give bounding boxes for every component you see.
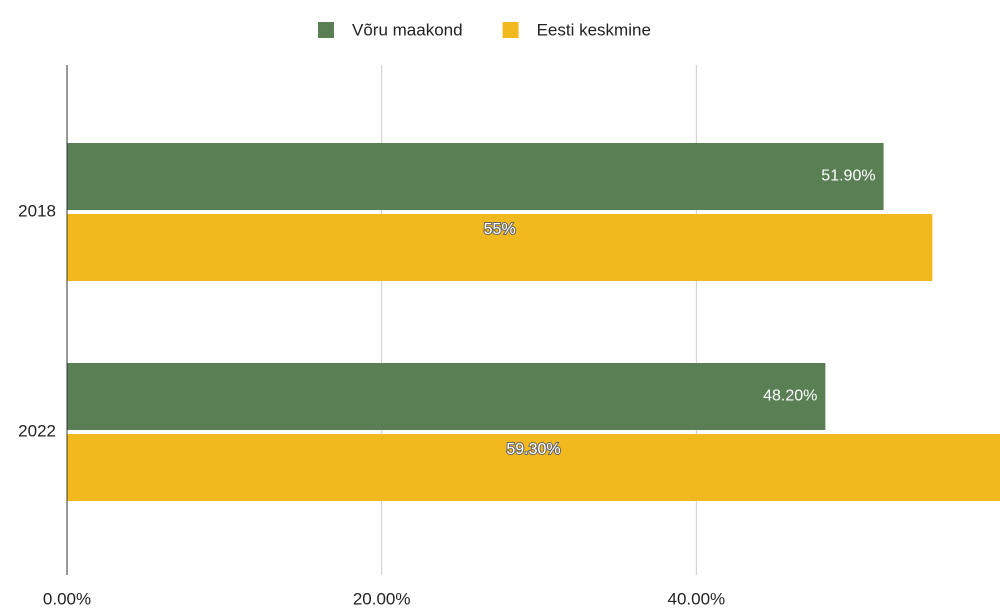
x-tick-label: 40.00% [668, 589, 726, 608]
bar [67, 434, 1000, 501]
legend-label: Võru maakond [352, 20, 463, 39]
value-label: 51.90% [821, 168, 875, 185]
x-tick-label: 20.00% [353, 589, 411, 608]
bar [67, 143, 884, 210]
value-label: 48.20% [763, 388, 817, 405]
x-tick-label: 0.00% [43, 589, 91, 608]
legend-swatch [502, 22, 519, 38]
y-tick-label: 2018 [18, 201, 56, 220]
bar [67, 363, 826, 430]
y-tick-label: 2022 [18, 421, 56, 440]
bar [67, 214, 933, 281]
legend-label: Eesti keskmine [537, 20, 651, 39]
legend-swatch [318, 22, 334, 38]
value-label: 55% [484, 221, 516, 238]
value-label: 59.30% [506, 441, 560, 458]
